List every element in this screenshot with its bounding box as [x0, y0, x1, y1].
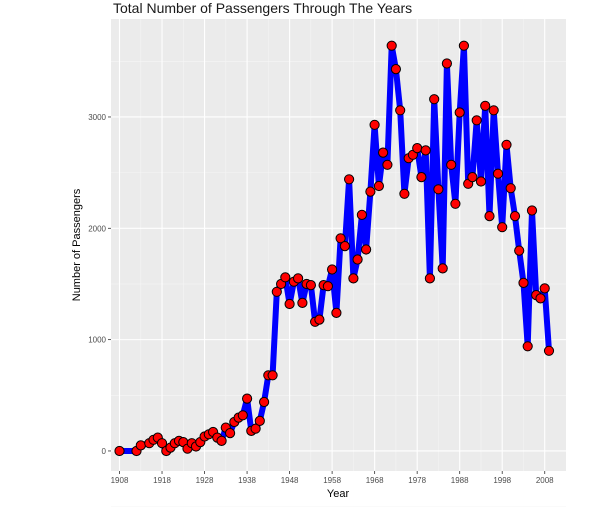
data-point	[237, 410, 248, 421]
data-point	[492, 168, 504, 179]
data-point	[395, 105, 406, 116]
data-point	[518, 277, 529, 288]
x-tick-label: 1998	[493, 476, 511, 485]
data-point	[373, 180, 384, 192]
data-point	[339, 241, 350, 252]
data-point	[361, 244, 372, 255]
data-point	[514, 245, 525, 256]
data-point	[382, 159, 393, 170]
data-point	[293, 273, 304, 284]
data-point	[322, 281, 333, 292]
data-point	[480, 100, 491, 111]
data-point	[420, 145, 431, 156]
data-points	[114, 40, 555, 457]
x-tick-label: 1978	[408, 476, 426, 485]
data-point	[526, 205, 538, 216]
data-point	[327, 264, 338, 275]
y-tick-label: 3000	[88, 113, 106, 122]
data-point	[390, 64, 401, 75]
data-point	[280, 272, 291, 283]
x-tick-label: 1968	[366, 476, 384, 485]
data-point	[314, 314, 325, 325]
data-point	[216, 435, 227, 446]
data-point	[412, 143, 423, 154]
x-tick-label: 2008	[536, 476, 554, 485]
x-tick-label: 1938	[238, 476, 256, 485]
data-point	[458, 40, 469, 51]
data-point	[365, 186, 376, 197]
y-axis: 0 1000 2000 3000	[88, 113, 111, 456]
data-point	[114, 445, 125, 457]
x-tick-label: 1918	[153, 476, 171, 485]
data-point	[543, 345, 555, 356]
data-point	[250, 423, 261, 434]
data-point	[267, 370, 278, 381]
data-point	[156, 438, 168, 449]
data-point	[378, 147, 389, 158]
data-point	[535, 293, 546, 304]
x-tick-label: 1948	[281, 476, 299, 485]
data-point	[271, 286, 282, 297]
data-point	[446, 159, 457, 170]
data-point	[348, 273, 359, 284]
x-tick-label: 1908	[111, 476, 129, 485]
data-point	[433, 184, 444, 195]
data-point	[441, 58, 452, 69]
data-point	[475, 176, 487, 187]
data-point	[429, 94, 440, 105]
x-tick-label: 1958	[323, 476, 341, 485]
data-point	[488, 105, 499, 116]
data-point	[437, 263, 448, 274]
data-point	[450, 198, 461, 209]
data-point	[335, 233, 346, 244]
data-point	[135, 440, 146, 451]
data-point	[386, 40, 397, 51]
data-point	[454, 107, 465, 118]
data-point	[305, 280, 316, 291]
data-point	[497, 222, 508, 233]
chart-title: Total Number of Passengers Through The Y…	[113, 0, 412, 16]
x-tick-label: 1928	[196, 476, 214, 485]
data-point	[352, 254, 363, 265]
data-point	[297, 297, 308, 308]
data-point	[284, 298, 295, 310]
data-point	[399, 188, 410, 199]
data-point	[484, 211, 495, 222]
data-point	[505, 183, 516, 194]
y-tick-label: 0	[102, 447, 107, 456]
data-point	[467, 172, 478, 183]
data-point	[369, 119, 380, 130]
data-point	[356, 209, 367, 220]
data-point	[331, 307, 342, 318]
data-point	[416, 172, 427, 183]
data-point	[344, 174, 355, 185]
data-point	[471, 115, 482, 126]
data-point	[509, 211, 521, 222]
data-point	[225, 428, 236, 439]
data-point	[242, 393, 253, 404]
y-tick-label: 2000	[88, 224, 106, 233]
data-point	[254, 415, 265, 426]
x-tick-label: 1988	[451, 476, 469, 485]
data-point	[424, 273, 435, 284]
data-point	[522, 341, 533, 352]
y-tick-label: 1000	[88, 336, 106, 345]
y-axis-title: Number of Passengers	[71, 188, 83, 301]
data-point	[539, 283, 550, 294]
x-axis-title: Year	[327, 488, 350, 500]
x-axis: 1908 1918 1928 1938 1948 1958 1968 1978 1988 1998…	[111, 471, 554, 485]
data-point	[501, 139, 512, 150]
data-point	[259, 396, 270, 408]
